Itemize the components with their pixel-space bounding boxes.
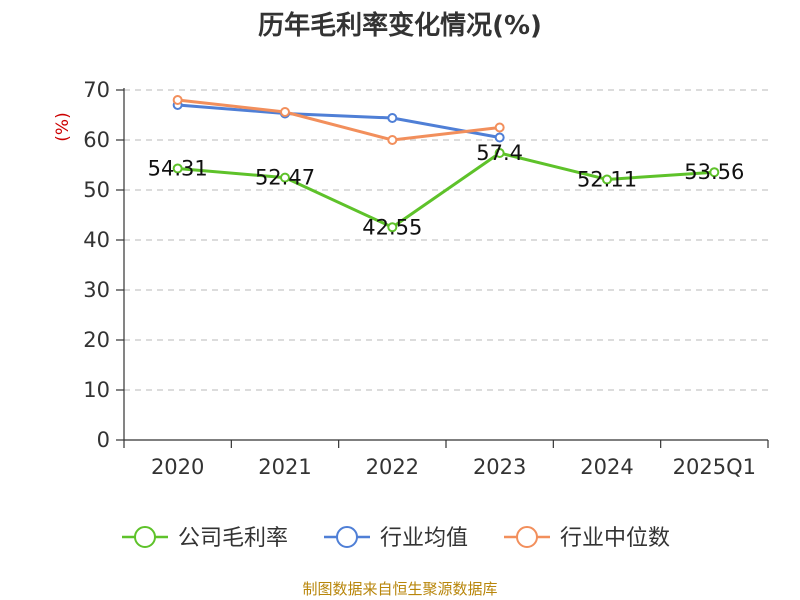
data-point — [172, 163, 183, 174]
legend-label: 行业中位数 — [560, 526, 670, 551]
source-note: 制图数据来自恒生聚源数据库 — [302, 580, 497, 598]
data-point — [494, 122, 505, 133]
data-point — [387, 222, 398, 233]
series-line-1 — [177, 103, 500, 139]
data-label: 52.47 — [255, 166, 315, 190]
data-point — [494, 132, 505, 143]
y-tick-label: 0 — [97, 428, 110, 452]
y-tick-label: 10 — [83, 378, 110, 402]
data-point — [494, 148, 505, 158]
x-tick-label: 2020 — [151, 455, 204, 479]
data-point — [280, 107, 290, 117]
y-axis-label: (%) — [53, 112, 73, 141]
y-tick-label: 60 — [83, 128, 110, 152]
x-tick-labels: 2020 2021 2022 2023 2024 2025Q1 — [151, 455, 756, 479]
legend-marker — [134, 526, 156, 548]
legend: 公司毛利率 行业均值 行业中位数 — [122, 526, 670, 551]
legend-marker — [336, 526, 358, 548]
series-points — [172, 95, 720, 233]
y-tick-label: 40 — [83, 228, 110, 252]
data-point — [602, 174, 612, 185]
y-tick-label: 30 — [83, 278, 110, 302]
data-point — [387, 135, 398, 145]
series-lines — [177, 98, 715, 229]
data-label: 54.31 — [148, 156, 208, 180]
data-label: 42.55 — [362, 215, 422, 239]
data-point — [387, 113, 398, 123]
legend-marker — [516, 526, 538, 548]
data-label: 57.4 — [476, 141, 523, 165]
series-line-2 — [177, 98, 500, 142]
data-point — [280, 172, 290, 183]
y-tick-label: 20 — [83, 328, 110, 352]
x-tick-label: 2023 — [473, 455, 526, 479]
legend-label: 行业均值 — [380, 526, 468, 551]
data-point — [172, 95, 183, 105]
data-label: 53.56 — [684, 160, 744, 184]
y-tick-label: 50 — [83, 178, 110, 202]
y-tick-labels: 0 10 20 30 40 50 60 70 — [83, 78, 110, 452]
data-label: 52.11 — [577, 167, 637, 191]
x-tick-label: 2024 — [580, 455, 633, 479]
legend-label: 公司毛利率 — [178, 526, 288, 551]
gridlines — [116, 89, 768, 441]
axes — [123, 88, 769, 448]
chart-title: 历年毛利率变化情况(%) — [258, 10, 542, 41]
y-tick-label: 70 — [83, 78, 110, 102]
x-tick-label: 2021 — [258, 455, 311, 479]
data-labels: 54.31 52.47 42.55 57.4 52.11 53.56 — [148, 141, 745, 239]
series-line-0 — [177, 151, 715, 229]
x-tick-label: 2025Q1 — [673, 455, 756, 479]
x-tick-label: 2022 — [366, 455, 419, 479]
data-point — [709, 167, 720, 178]
